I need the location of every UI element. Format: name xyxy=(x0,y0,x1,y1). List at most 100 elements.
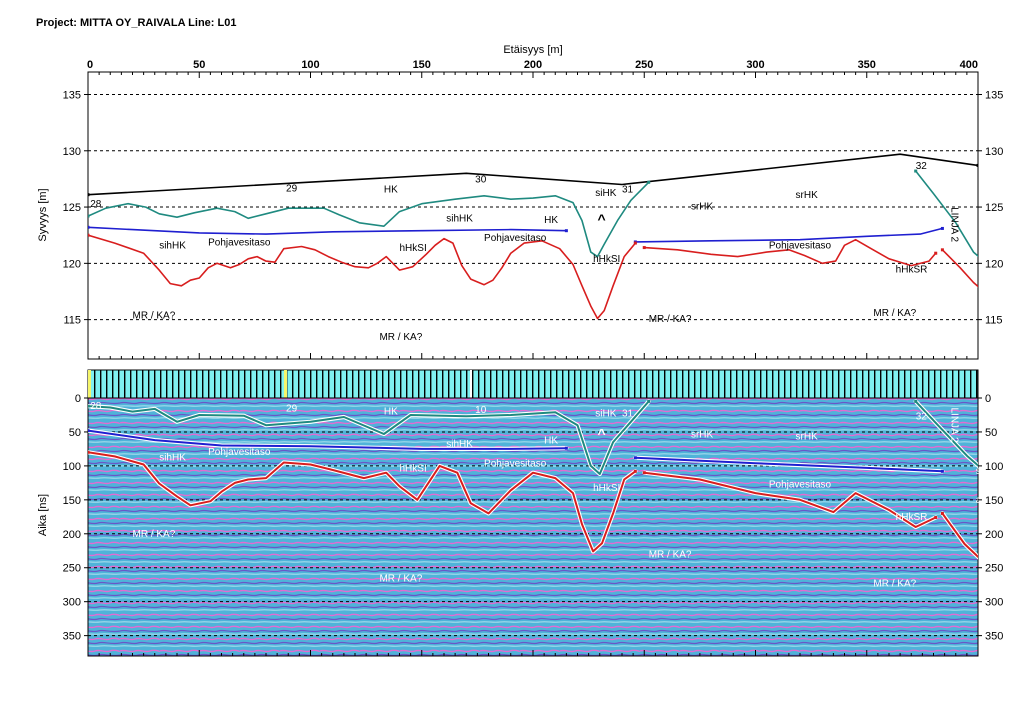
series-endpoint xyxy=(88,429,90,433)
series-line xyxy=(941,512,978,559)
annotation-label: sihHK xyxy=(159,241,186,252)
annotation-label: HK xyxy=(384,406,398,417)
trace-marker-highlight xyxy=(284,370,287,398)
annotation-label: Pohjavesitaso xyxy=(208,447,271,458)
series-endpoint xyxy=(633,456,637,460)
series-endpoint xyxy=(633,469,637,473)
y-tick-label: 200 xyxy=(985,529,1003,541)
annotation-label: hHkSI xyxy=(400,243,427,254)
annotation-label: 31 xyxy=(622,408,634,419)
series-endpoint xyxy=(914,169,918,173)
annotation-label: 10 xyxy=(475,405,487,416)
annotation-label: sihHK xyxy=(159,452,186,463)
y-tick-label: 100 xyxy=(63,461,81,473)
x-tick-label: 250 xyxy=(635,59,653,71)
annotation-label: 31 xyxy=(622,184,634,195)
annotation-label: srHK xyxy=(796,431,819,442)
series-line xyxy=(88,400,650,475)
annotation-label: Pohjavesitaso xyxy=(208,237,271,248)
annotation-label: siHK xyxy=(595,408,616,419)
annotation-label: hHkSI xyxy=(593,483,620,494)
y-tick-label: 150 xyxy=(63,495,81,507)
annotation-label: hHkSI xyxy=(400,463,427,474)
series-endpoint xyxy=(940,248,944,252)
y-tick-label: 125 xyxy=(63,202,81,214)
top-series-group xyxy=(88,153,984,320)
series-endpoint xyxy=(88,214,90,218)
y-tick-label: 150 xyxy=(985,495,1003,507)
annotation-label: HK xyxy=(544,215,558,226)
radargram-panel: 28 29 HK 10 siHK 31 sihHK HK ^ srHK srHK 32 LINJA 2 s… xyxy=(37,369,1003,657)
annotation-label: srHK xyxy=(796,190,819,201)
y-tick-label: 0 xyxy=(75,393,81,405)
y-tick-label: 135 xyxy=(985,90,1003,102)
annotation-label: 30 xyxy=(475,174,487,185)
y-tick-label: 130 xyxy=(985,146,1003,158)
annotation-label: ^ xyxy=(598,426,606,442)
annotation-label: LINJA 2 xyxy=(948,207,959,242)
annotation-label: HK xyxy=(384,184,398,195)
x-tick-label: 300 xyxy=(746,59,764,71)
annotation-label: hHkSR xyxy=(896,264,928,275)
annotation-label: srHK xyxy=(691,429,714,440)
top-axes: 115 115 120 120 125 125 130 130 135 135 0 50 100 150 2… xyxy=(37,44,1003,359)
series-line xyxy=(914,170,978,258)
series-endpoint xyxy=(564,446,568,450)
annotation-label: MR / KA? xyxy=(379,332,422,343)
series-line xyxy=(634,227,944,243)
y-tick-label: 135 xyxy=(63,90,81,102)
annotation-label: HK xyxy=(544,435,558,446)
y-tick-label: 200 xyxy=(63,529,81,541)
series-line xyxy=(914,400,978,467)
annotation-label: ^ xyxy=(598,211,606,227)
top-plot-area xyxy=(87,71,979,360)
y-tick-label: 250 xyxy=(985,563,1003,575)
y-tick-label: 120 xyxy=(63,258,81,270)
annotation-label: s xyxy=(976,466,981,477)
annotation-label: MR / KA? xyxy=(379,573,422,584)
trace-marker-band xyxy=(87,369,979,399)
series-line xyxy=(643,471,937,528)
series-endpoint xyxy=(981,559,984,562)
trace-marker-highlight xyxy=(470,370,472,398)
trace-marker-highlight xyxy=(88,370,91,398)
series-endpoint xyxy=(940,226,944,230)
series-endpoint xyxy=(642,471,646,475)
y-tick-label: 50 xyxy=(69,427,81,439)
series-endpoint xyxy=(647,180,651,184)
series-endpoint xyxy=(934,515,938,519)
annotation-label: 32 xyxy=(916,161,928,172)
x-tick-label: 50 xyxy=(193,59,205,71)
y-tick-label: 120 xyxy=(985,258,1003,270)
y-tick-label: 350 xyxy=(63,631,81,643)
x-tick-label: 100 xyxy=(301,59,319,71)
series-endpoint xyxy=(981,289,984,292)
bottom-annotations: 28 29 HK 10 siHK 31 sihHK HK ^ srHK srHK 32 LINJA 2 s… xyxy=(90,401,982,590)
annotation-label: sihHK xyxy=(446,439,473,450)
y-tick-label: 125 xyxy=(985,202,1003,214)
y-tick-label: 115 xyxy=(985,315,1003,327)
series-line xyxy=(88,429,568,450)
x-axis-label: Etäisyys [m] xyxy=(503,44,562,56)
series-endpoint xyxy=(642,246,646,250)
bottom-grid xyxy=(88,397,978,637)
series-endpoint xyxy=(647,399,651,403)
series-endpoint xyxy=(940,469,944,473)
radargram-image xyxy=(87,397,979,657)
y-axis-label: Syvyys [m] xyxy=(37,188,49,241)
annotation-label: a xyxy=(976,495,982,506)
annotation-label: 28 xyxy=(90,401,102,412)
series-endpoint xyxy=(88,404,90,408)
bottom-series-group xyxy=(88,399,984,562)
series-line xyxy=(88,234,637,320)
series-line xyxy=(634,456,944,473)
page-title: Project: MITTA OY_RAIVALA Line: L01 xyxy=(36,17,237,29)
series-line xyxy=(88,451,637,553)
series-endpoint xyxy=(976,163,978,167)
x-tick-label: 200 xyxy=(524,59,542,71)
bottom-axes: 0 0 50 50 100 100 150 150 200 200 250 250 300 300 350 3… xyxy=(37,393,1003,656)
annotation-label: MR / KA? xyxy=(873,579,916,590)
annotation-label: MR / KA? xyxy=(133,529,176,540)
series-endpoint xyxy=(981,468,984,471)
series-endpoint xyxy=(633,241,637,245)
